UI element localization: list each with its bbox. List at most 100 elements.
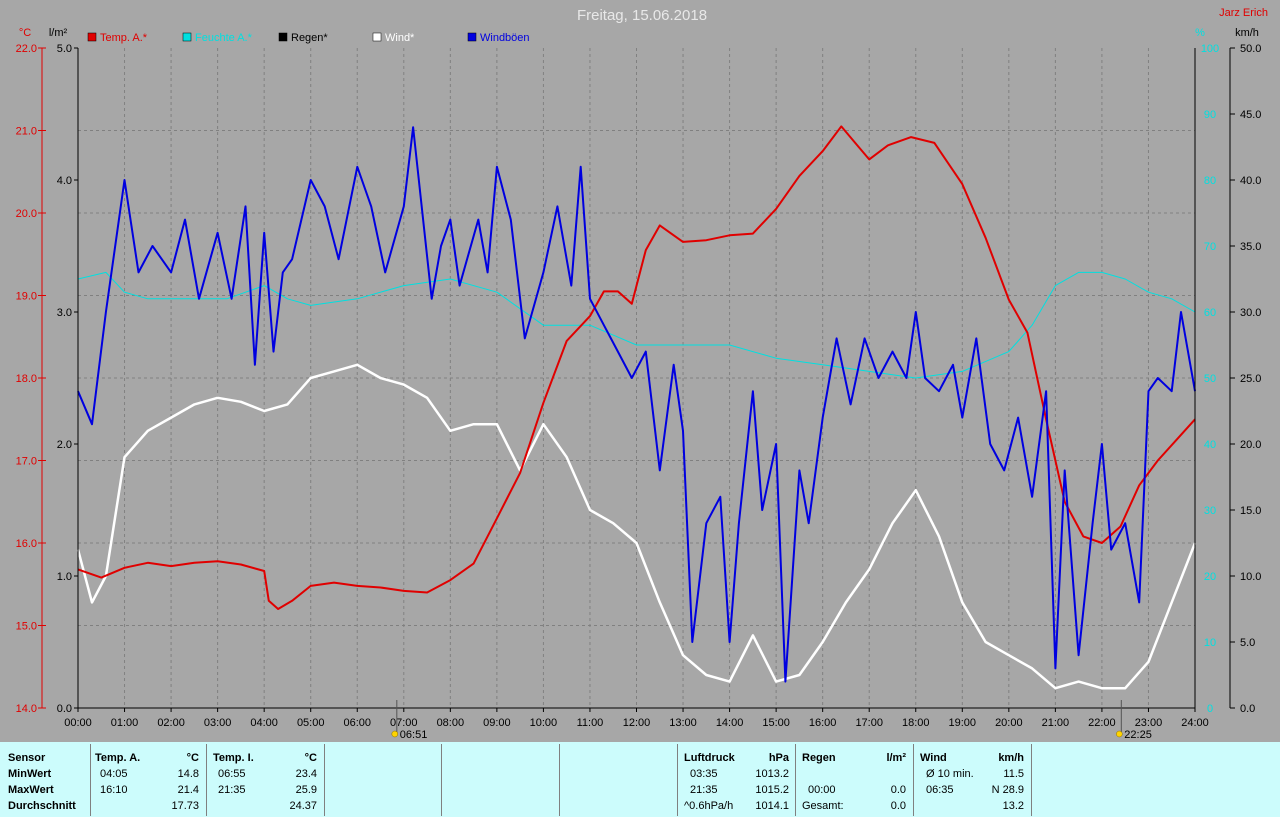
time-tick-label: 09:00 [483,717,511,729]
pressure-header: Luftdruck [684,752,735,764]
pressure-trend: ^0.6hPa/h [684,800,734,812]
temp-a-header: Temp. A. [95,752,141,764]
wind-tick-label: 25.0 [1240,373,1261,385]
wind-tick-label: 10.0 [1240,571,1261,583]
wind-tick-label: 0.0 [1240,703,1255,715]
temp-a-unit: °C [186,752,199,764]
humidity-tick-label: 80 [1204,175,1216,187]
temp-a-max: 21.4 [177,784,199,796]
legend-swatch [372,32,382,42]
marker-label: 06:51 [400,729,428,741]
temp-i-unit: °C [304,752,317,764]
minwert-label: MinWert [8,768,52,780]
series-line-temp-a [77,125,1196,610]
wind-header: Wind [920,752,947,764]
rain-total-label: Gesamt: [802,800,844,812]
pressure-min: 1013.2 [755,768,789,780]
humidity-axis-unit: % [1195,27,1205,39]
series-layer [76,125,1197,690]
pressure-max-time: 21:35 [690,784,718,796]
temp-a-min-time: 04:05 [100,768,128,780]
temp-tick-label: 18.0 [16,373,37,385]
humidity-tick-label: 40 [1204,439,1216,451]
temp-tick-label: 20.0 [16,208,37,220]
temp-tick-label: 16.0 [16,538,37,550]
temp-a-column: Temp. A. °C 04:05 14.8 16:10 21.4 17.73 [91,742,205,817]
time-tick-label: 07:00 [390,717,418,729]
pressure-min-time: 03:35 [690,768,718,780]
grid-lines [78,48,1195,708]
time-tick-label: 10:00 [530,717,558,729]
wind-avg10: 11.5 [1003,768,1024,780]
time-tick-label: 06:00 [343,717,371,729]
chart-legend: Temp. A.* Feuchte A.* Regen* Wind* Windböen [87,32,530,44]
humidity-tick-label: 0 [1207,703,1213,715]
time-tick-label: 05:00 [297,717,325,729]
temp-i-column: Temp. I. °C 06:55 23.4 21:35 25.9 24.37 [207,742,323,817]
rain-max: 0.0 [890,784,906,796]
rain-max-time: 00:00 [808,784,836,796]
sun-icon [1116,730,1123,738]
series-line-feuchte-a [77,271,1196,379]
wind-column: Wind km/h Ø 10 min. 11.5 06:35 N 28.9 13… [914,742,1030,817]
wind-tick-label: 30.0 [1240,307,1261,319]
rain-tick-label: 1.0 [57,571,72,583]
tick-labels: 14.0 15.0 16.0 17.0 18.0 19.0 20.0 21.0 22.0 0.0 1… [16,43,1262,729]
pressure-avg: 1014.1 [755,800,789,812]
time-tick-label: 12:00 [623,717,651,729]
wind-tick-label: 40.0 [1240,175,1261,187]
series-line-wind [76,363,1197,690]
humidity-tick-label: 20 [1204,571,1216,583]
temp-tick-label: 15.0 [16,621,37,633]
time-tick-label: 04:00 [250,717,278,729]
wind-axis-unit: km/h [1235,27,1259,39]
chart-title: Freitag, 15.06.2018 [577,7,707,24]
statistics-panel: Sensor MinWert MaxWert Durchschnitt Temp… [0,742,1280,817]
time-tick-label: 22:00 [1088,717,1116,729]
time-tick-label: 18:00 [902,717,930,729]
wind-unit: km/h [998,752,1024,764]
sun-icon [391,730,399,738]
rain-total: 0.0 [890,800,906,812]
temp-tick-label: 17.0 [16,456,37,468]
time-tick-label: 23:00 [1135,717,1163,729]
time-tick-label: 24:00 [1181,717,1209,729]
rain-axis-unit: l/m² [49,27,68,39]
rain-unit: l/m² [886,752,906,764]
series-line-windb-en [77,126,1196,683]
temp-i-min: 23.4 [295,768,317,780]
temp-tick-label: 19.0 [16,291,37,303]
time-tick-label: 11:00 [577,717,604,729]
temp-i-max-time: 21:35 [218,784,246,796]
durchschnitt-label: Durchschnitt [8,800,76,812]
wind-max: N 28.9 [991,784,1024,796]
wind-avg: 13.2 [1002,800,1024,812]
wind-avg10-label: Ø 10 min. [926,768,974,780]
wind-tick-label: 35.0 [1240,241,1261,253]
time-tick-label: 20:00 [995,717,1023,729]
time-tick-label: 16:00 [809,717,837,729]
legend-label: Feuchte A.* [195,32,253,44]
humidity-tick-label: 60 [1204,307,1216,319]
pressure-column: Luftdruck hPa 03:35 1013.2 21:35 1015.2 … [678,742,795,817]
temp-axis-unit: °C [19,27,31,39]
rain-tick-label: 3.0 [57,307,72,319]
legend-label: Temp. A.* [100,32,148,44]
time-tick-label: 14:00 [716,717,744,729]
time-tick-label: 00:00 [64,717,92,729]
time-tick-label: 03:00 [204,717,232,729]
time-markers: 06:51 22:25 [391,700,1152,741]
temp-tick-label: 14.0 [16,703,37,715]
wind-tick-label: 5.0 [1240,637,1255,649]
legend-label: Regen* [291,32,328,44]
sensor-header: Sensor [8,752,46,764]
temp-a-max-time: 16:10 [100,784,128,796]
rain-tick-label: 2.0 [57,439,72,451]
temp-tick-label: 22.0 [16,43,37,55]
time-tick-label: 13:00 [669,717,697,729]
rain-tick-label: 0.0 [57,703,72,715]
temp-i-min-time: 06:55 [218,768,246,780]
humidity-tick-label: 10 [1204,637,1216,649]
wind-tick-label: 45.0 [1240,109,1261,121]
humidity-tick-label: 90 [1204,109,1216,121]
